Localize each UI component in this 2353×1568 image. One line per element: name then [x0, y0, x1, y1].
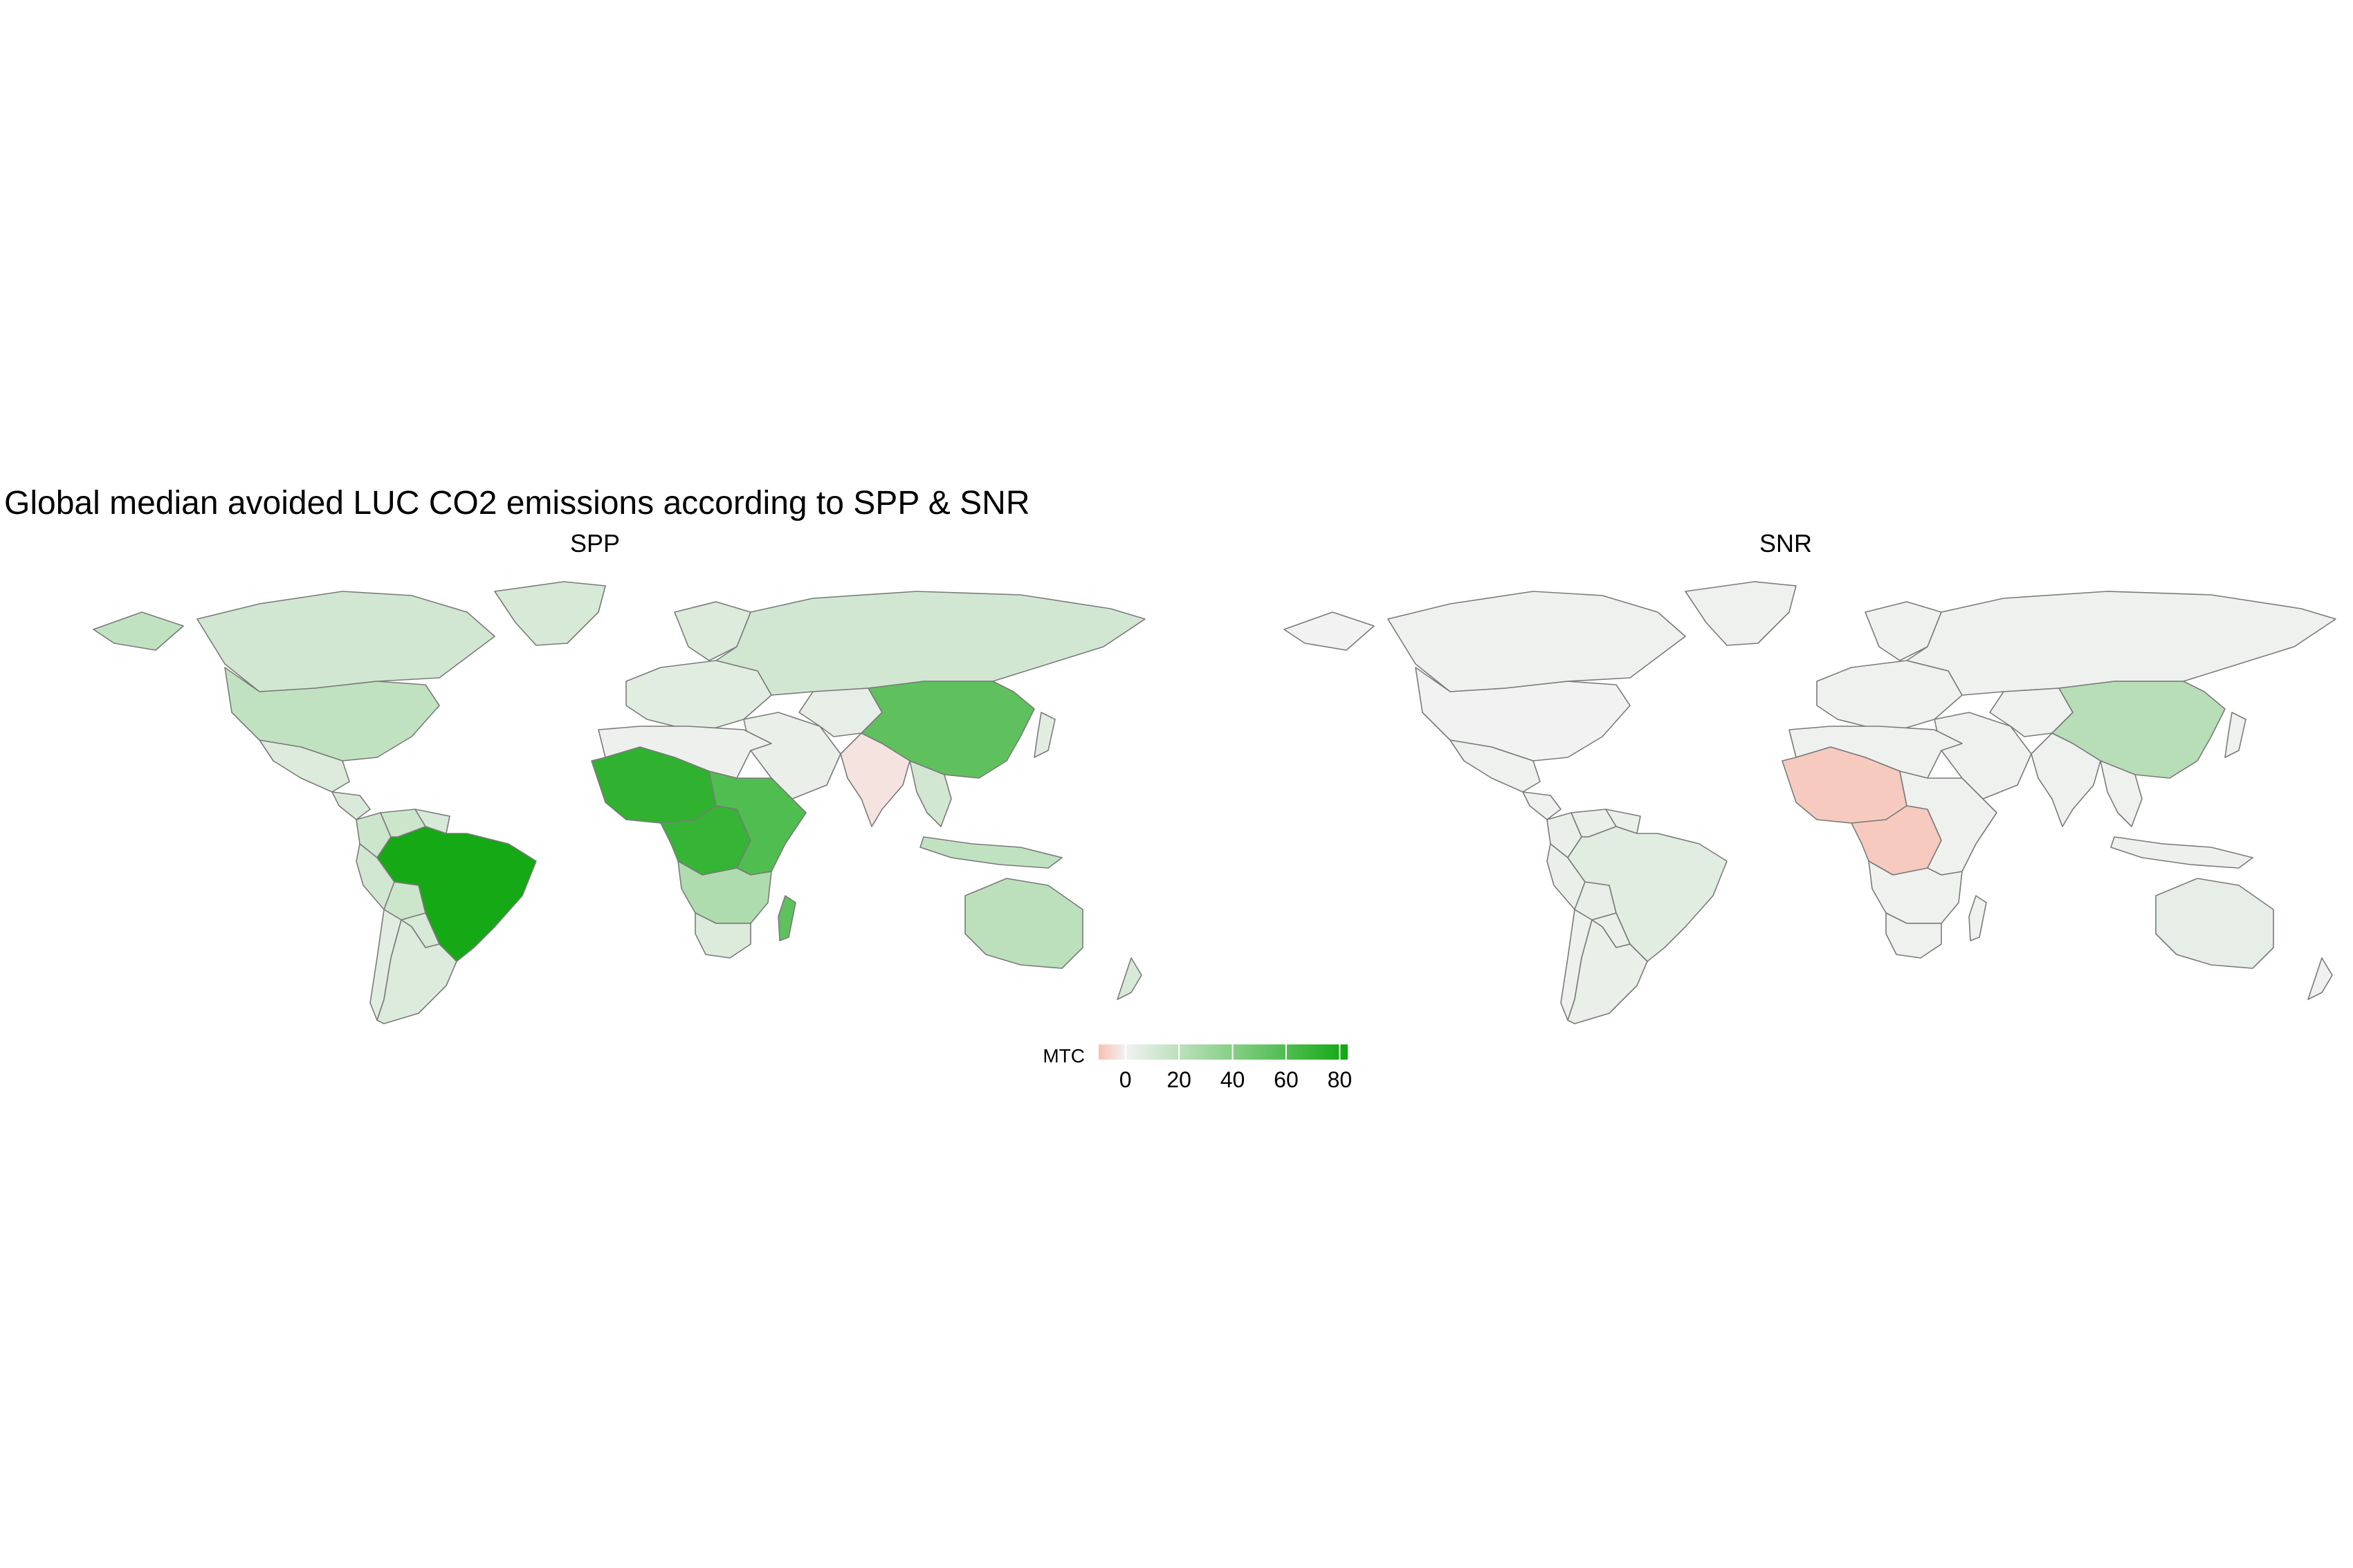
- region-madagascar: [778, 895, 796, 941]
- facet-label-spp: SPP: [570, 529, 620, 557]
- region-japan: [2224, 712, 2246, 758]
- region-brazil: [1567, 826, 1728, 962]
- region-central-america: [1522, 791, 1562, 820]
- region-australia: [964, 878, 1083, 969]
- region-greenland: [1685, 581, 1797, 646]
- region-russia: [715, 591, 1146, 696]
- map-panel-snr: [1283, 581, 2336, 1024]
- region-central-america: [331, 791, 371, 820]
- legend-tick-label: 0: [1119, 1067, 1132, 1092]
- region-southeast-asia: [909, 760, 952, 827]
- region-southeast-asia: [2100, 760, 2143, 827]
- legend-title: MTC: [1043, 1045, 1085, 1067]
- region-japan: [1034, 712, 1056, 758]
- legend-tick-label: 60: [1274, 1067, 1299, 1092]
- region-middle-east: [1934, 712, 2032, 800]
- region-russia: [1906, 591, 2336, 696]
- region-canada: [196, 591, 495, 692]
- region-mexico: [259, 739, 350, 793]
- region-new-zealand: [1117, 957, 1142, 1000]
- region-indonesia: [919, 836, 1063, 869]
- region-australia: [2155, 878, 2274, 969]
- region-canada: [1387, 591, 1686, 692]
- region-south-africa: [1885, 912, 1942, 959]
- color-legend: MTC 0 20 40 60 80: [1043, 1044, 1352, 1092]
- region-mexico: [1449, 739, 1541, 793]
- region-middle-east: [743, 712, 841, 800]
- region-southern-africa: [1868, 860, 1963, 924]
- region-southern-africa: [677, 860, 772, 924]
- chart-title: Global median avoided LUC CO2 emissions …: [4, 485, 1030, 522]
- region-india: [840, 732, 910, 827]
- map-panel-spp: [93, 581, 1146, 1024]
- legend-tick-label: 80: [1328, 1067, 1353, 1092]
- region-greenland: [494, 581, 606, 646]
- region-south-africa: [695, 912, 751, 959]
- region-brazil: [376, 826, 537, 962]
- region-madagascar: [1968, 895, 1987, 941]
- region-argentina: [376, 919, 457, 1024]
- region-india: [2031, 732, 2101, 827]
- region-indonesia: [2110, 836, 2253, 869]
- region-new-zealand: [2307, 957, 2333, 1000]
- region-argentina: [1567, 919, 1648, 1024]
- legend-tick-label: 40: [1220, 1067, 1245, 1092]
- legend-colorbar: [1099, 1044, 1348, 1060]
- legend-tick-label: 20: [1166, 1067, 1191, 1092]
- facet-label-snr: SNR: [1759, 529, 1812, 557]
